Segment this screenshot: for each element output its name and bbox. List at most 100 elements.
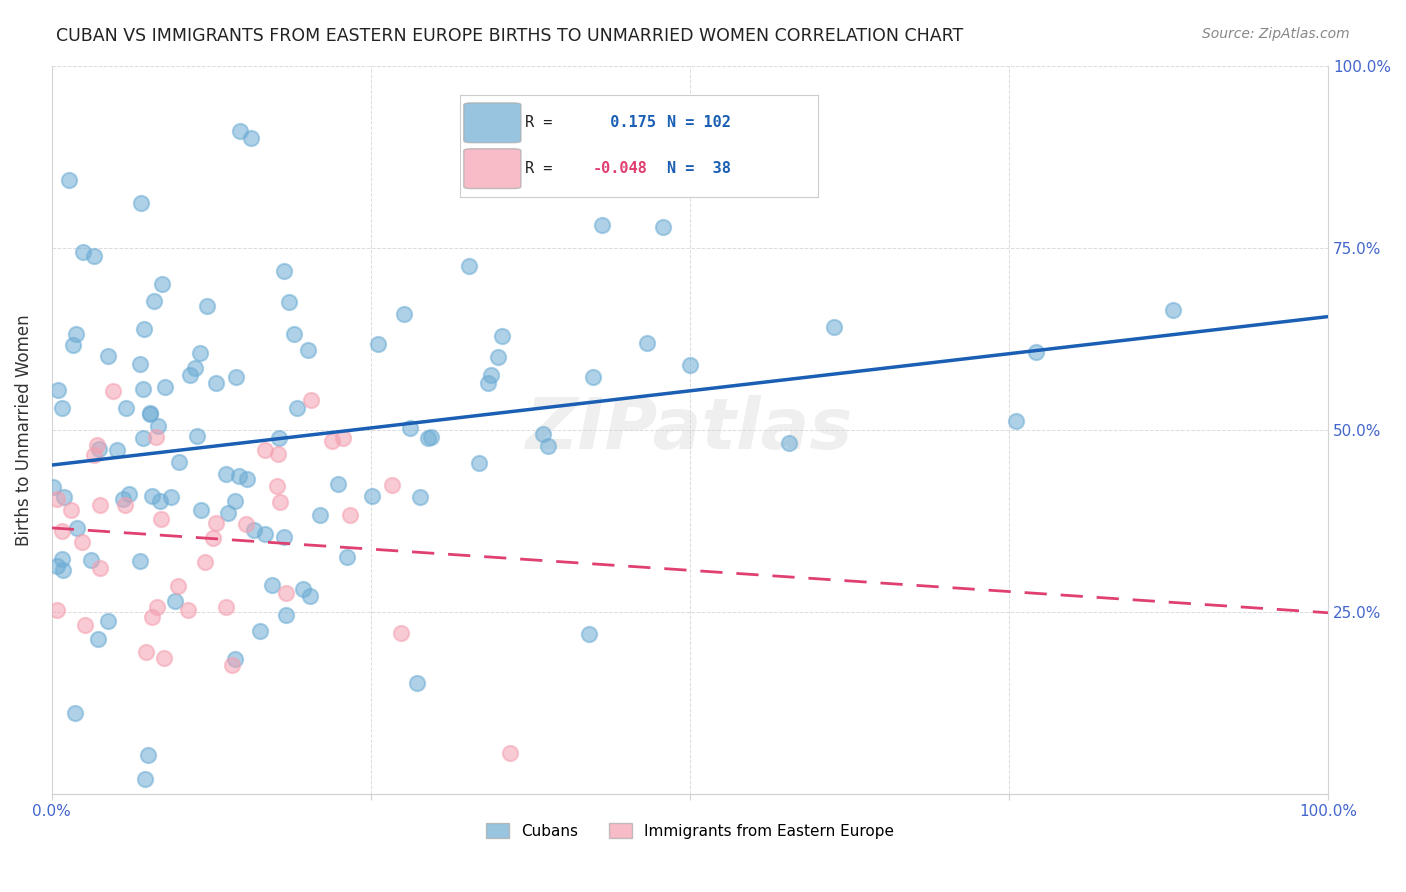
Point xyxy=(367,336,389,351)
Point xyxy=(499,746,522,760)
Point xyxy=(114,499,136,513)
Point xyxy=(262,578,284,592)
Point xyxy=(46,603,69,617)
Point xyxy=(292,582,315,596)
Point xyxy=(389,626,412,640)
Point xyxy=(101,384,124,398)
Point xyxy=(468,456,491,470)
Point xyxy=(229,124,252,138)
Point xyxy=(582,370,605,384)
Point xyxy=(273,530,295,544)
Point xyxy=(118,487,141,501)
Point xyxy=(131,196,153,211)
Point xyxy=(167,579,190,593)
Point xyxy=(394,307,416,321)
Point xyxy=(53,490,76,504)
Point xyxy=(135,645,157,659)
Point xyxy=(215,600,238,615)
Point xyxy=(160,490,183,504)
Point xyxy=(186,428,208,442)
Point xyxy=(167,455,190,469)
Point xyxy=(80,553,103,567)
Point xyxy=(418,431,440,445)
Point xyxy=(132,322,155,336)
Point xyxy=(73,618,96,632)
Point xyxy=(59,503,82,517)
Point xyxy=(72,244,94,259)
Point xyxy=(240,130,263,145)
Point xyxy=(141,488,163,502)
Text: CUBAN VS IMMIGRANTS FROM EASTERN EUROPE BIRTHS TO UNMARRIED WOMEN CORRELATION CH: CUBAN VS IMMIGRANTS FROM EASTERN EUROPE … xyxy=(56,27,963,45)
Point xyxy=(89,560,111,574)
Point xyxy=(46,558,69,573)
Point xyxy=(477,376,499,390)
Point xyxy=(651,219,673,234)
Point xyxy=(97,614,120,628)
Point xyxy=(86,437,108,451)
Legend: Cubans, Immigrants from Eastern Europe: Cubans, Immigrants from Eastern Europe xyxy=(479,816,900,845)
Point xyxy=(136,747,159,762)
Point xyxy=(285,401,308,416)
Point xyxy=(215,467,238,481)
Y-axis label: Births to Unmarried Women: Births to Unmarried Women xyxy=(15,314,32,546)
Point xyxy=(249,624,271,638)
Point xyxy=(205,516,228,530)
Point xyxy=(276,607,298,622)
Point xyxy=(141,610,163,624)
Point xyxy=(253,442,276,457)
Point xyxy=(479,368,502,382)
Point xyxy=(145,430,167,444)
Point xyxy=(591,218,613,232)
Point xyxy=(269,431,291,445)
Point xyxy=(537,439,560,453)
Point xyxy=(129,357,152,371)
Point xyxy=(51,524,73,538)
Point xyxy=(267,447,290,461)
Point xyxy=(149,493,172,508)
Text: Source: ZipAtlas.com: Source: ZipAtlas.com xyxy=(1202,27,1350,41)
Point xyxy=(1004,414,1026,428)
Point xyxy=(224,651,246,665)
Point xyxy=(458,259,481,273)
Point xyxy=(321,434,343,449)
Point xyxy=(297,343,319,358)
Point xyxy=(128,554,150,568)
Point xyxy=(89,498,111,512)
Point xyxy=(336,550,359,565)
Point xyxy=(678,358,700,372)
Point xyxy=(150,512,173,526)
Point xyxy=(205,376,228,390)
Point xyxy=(326,477,349,491)
Point xyxy=(235,517,257,532)
Point xyxy=(408,490,430,504)
Point xyxy=(51,401,73,416)
Point xyxy=(823,320,845,334)
Point xyxy=(636,336,658,351)
Point xyxy=(139,407,162,421)
Point xyxy=(221,657,243,672)
Point xyxy=(405,676,427,690)
Point xyxy=(134,772,156,787)
Point xyxy=(152,651,174,665)
Point xyxy=(332,432,354,446)
Point xyxy=(201,532,224,546)
Point xyxy=(176,603,198,617)
Point xyxy=(193,555,215,569)
Point xyxy=(46,383,69,397)
Point xyxy=(51,552,73,566)
Point xyxy=(778,435,800,450)
Point xyxy=(531,426,554,441)
Point xyxy=(188,345,211,359)
Point xyxy=(228,469,250,483)
Point xyxy=(150,277,173,292)
Point xyxy=(224,494,246,508)
Point xyxy=(269,495,291,509)
Point xyxy=(143,293,166,308)
Point xyxy=(274,586,297,600)
Point xyxy=(70,535,93,549)
Point xyxy=(236,472,259,486)
Point xyxy=(114,401,136,415)
Point xyxy=(309,508,332,522)
Point xyxy=(299,590,322,604)
Point xyxy=(266,479,288,493)
